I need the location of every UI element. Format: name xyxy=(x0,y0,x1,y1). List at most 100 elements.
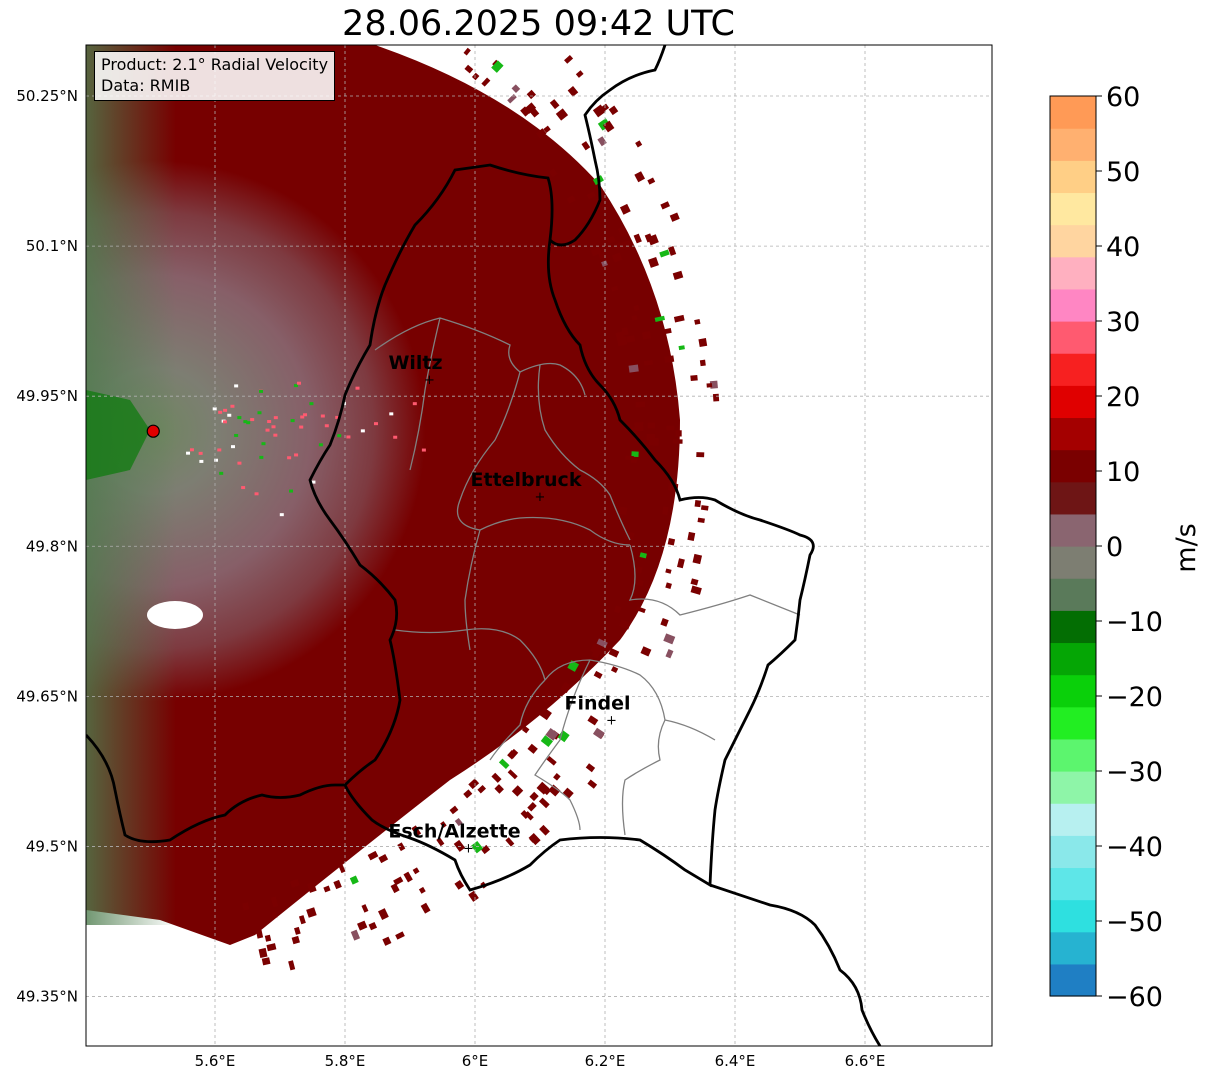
echo-speckle xyxy=(217,448,222,452)
echo-speckle xyxy=(635,566,643,574)
echo-speckle xyxy=(633,304,640,312)
echo-speckle xyxy=(602,120,615,133)
echo-speckle xyxy=(218,410,223,414)
echo-speckle xyxy=(601,260,608,267)
echo-speckle xyxy=(524,102,537,114)
echo-speckle xyxy=(592,727,605,740)
city-marker: + xyxy=(463,841,474,856)
echo-speckle xyxy=(464,64,474,74)
colorbar-swatch xyxy=(1050,128,1096,161)
plot-frame xyxy=(85,44,993,1047)
echo-speckle xyxy=(507,769,518,780)
echo-speckle xyxy=(644,233,653,243)
echo-speckle xyxy=(279,513,284,517)
echo-speckle xyxy=(526,89,536,100)
echo-speckle xyxy=(690,585,702,595)
echo-speckle xyxy=(667,538,676,546)
echo-speckle xyxy=(690,578,699,586)
colorbar-tick-label: −20 xyxy=(1106,682,1163,713)
colorbar-swatch xyxy=(1050,160,1096,194)
colorbar-swatches xyxy=(1050,96,1096,997)
echo-speckle xyxy=(575,70,584,78)
colorbar-swatch xyxy=(1050,256,1096,290)
echo-speckle xyxy=(699,359,706,367)
colorbar-tick-label: −50 xyxy=(1106,907,1163,938)
echo-speckle xyxy=(219,471,224,475)
echo-speckle xyxy=(357,920,368,931)
boundaries xyxy=(86,45,882,1046)
echo-speckle xyxy=(290,419,295,423)
echo-speckle xyxy=(549,99,560,110)
echo-speckle xyxy=(628,364,639,373)
colorbar-swatch xyxy=(1050,738,1096,772)
echo-speckle xyxy=(697,517,705,524)
echo-speckle xyxy=(270,896,279,908)
echo-speckle xyxy=(666,425,675,431)
echo-speckle xyxy=(335,415,340,419)
echo-speckle xyxy=(481,77,491,87)
echo-speckle xyxy=(261,957,271,966)
echo-speckle xyxy=(349,875,359,885)
echo-speckle xyxy=(389,412,394,416)
city-label: Ettelbruck xyxy=(471,469,582,491)
echo-speckle xyxy=(454,817,463,827)
echo-speckle xyxy=(234,384,239,388)
echo-speckle xyxy=(287,456,292,460)
canton-boundaries xyxy=(374,317,801,836)
city-marker: + xyxy=(424,373,435,388)
echo-speckle xyxy=(587,779,598,789)
echo-speckle xyxy=(545,727,559,741)
lat-tick-label: 49.95°N xyxy=(16,387,78,405)
colorbar-tick-label: 40 xyxy=(1106,232,1140,263)
echo-speckle xyxy=(454,879,465,890)
echo-speckle xyxy=(393,435,398,439)
echo-speckle xyxy=(296,381,301,385)
echo-speckle xyxy=(712,393,720,402)
map-title: 28.06.2025 09:42 UTC xyxy=(342,4,735,44)
colorbar-tick-label: 60 xyxy=(1106,82,1140,113)
echo-speckle xyxy=(300,415,305,419)
echo-speckle xyxy=(597,136,607,147)
echo-speckle xyxy=(636,579,644,587)
echo-speckle xyxy=(662,506,669,515)
echo-speckle xyxy=(266,943,277,952)
echo-speckle xyxy=(350,929,361,941)
echo-speckle xyxy=(535,128,547,139)
echo-speckle xyxy=(397,842,406,852)
echo-speckle xyxy=(610,666,619,674)
echo-speckle xyxy=(687,531,696,541)
echo-speckle xyxy=(258,947,268,958)
echo-speckle xyxy=(664,328,672,335)
echo-speckle xyxy=(694,500,702,508)
echo-speckle xyxy=(318,443,323,447)
echo-speckle xyxy=(631,451,639,458)
city-marker: + xyxy=(606,713,617,728)
echo-speckle xyxy=(243,420,248,424)
radar-site-marker xyxy=(146,424,160,438)
echo-speckle xyxy=(294,926,301,935)
echo-speckle xyxy=(585,763,596,773)
echo-speckle xyxy=(378,908,389,920)
echo-speckle xyxy=(323,885,331,893)
echo-speckle xyxy=(273,416,278,420)
echo-speckle xyxy=(298,915,306,925)
echo-speckle xyxy=(412,867,420,875)
echo-speckle xyxy=(508,748,519,759)
data-source-label: Data: RMIB xyxy=(101,76,191,95)
echo-speckle xyxy=(241,486,246,490)
echo-speckle xyxy=(223,408,228,412)
echo-speckle xyxy=(635,401,646,408)
colorbar-tick-label: 10 xyxy=(1106,457,1140,488)
product-info-box: Product: 2.1° Radial Velocity Data: RMIB xyxy=(94,51,336,101)
echo-speckle xyxy=(293,384,298,388)
echo-speckle xyxy=(660,201,671,210)
echo-speckle xyxy=(373,422,378,426)
echo-speckle xyxy=(678,345,685,351)
lon-tick-label: 6.6°E xyxy=(845,1052,886,1070)
colorbar-swatch xyxy=(1050,642,1096,676)
colorbar-unit-label: m/s xyxy=(1171,523,1202,572)
echo-speckle xyxy=(303,413,308,417)
city-label: Esch/Alzette xyxy=(388,820,520,842)
lon-tick-label: 5.6°E xyxy=(195,1052,236,1070)
echo-speckle xyxy=(324,424,329,428)
